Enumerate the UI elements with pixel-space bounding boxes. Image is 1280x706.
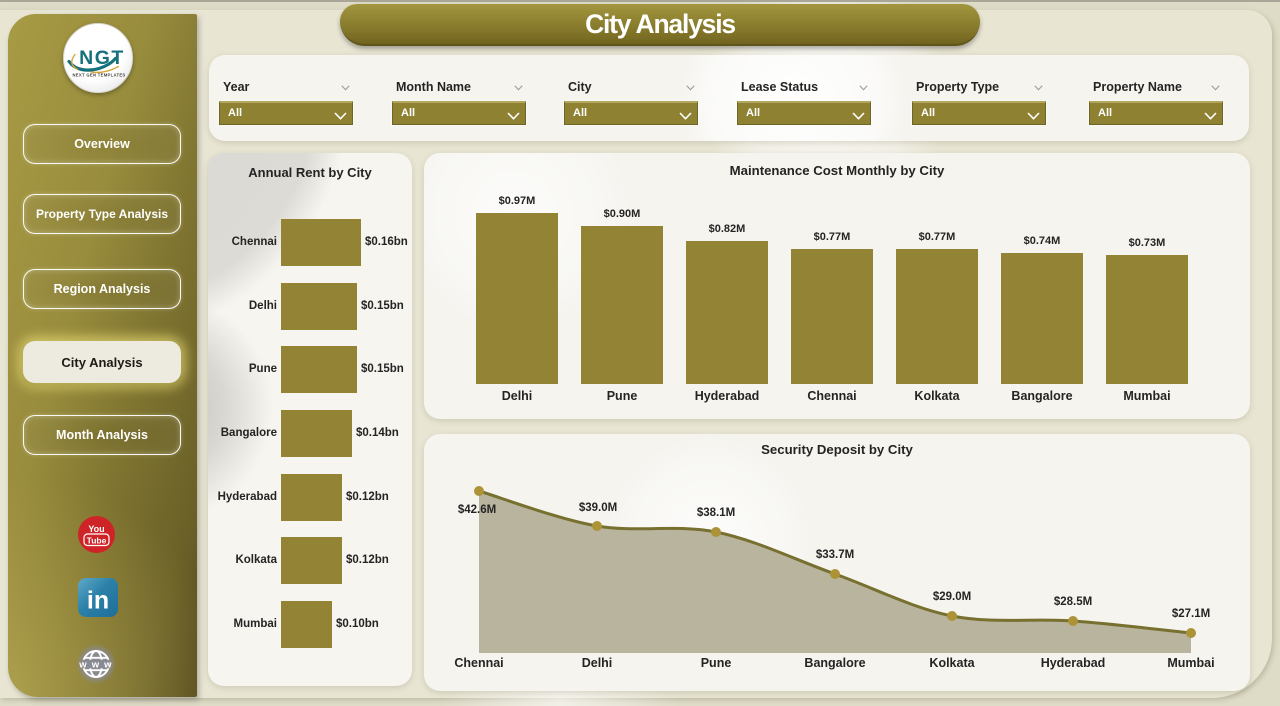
svg-text:Tube: Tube (87, 535, 107, 545)
svg-text:NGT: NGT (79, 47, 125, 69)
svg-text:in: in (87, 587, 109, 615)
svg-text:NEXT GEN TEMPLATES: NEXT GEN TEMPLATES (72, 73, 125, 78)
svg-text:You: You (88, 524, 104, 534)
svg-text:w w w: w w w (78, 660, 112, 671)
